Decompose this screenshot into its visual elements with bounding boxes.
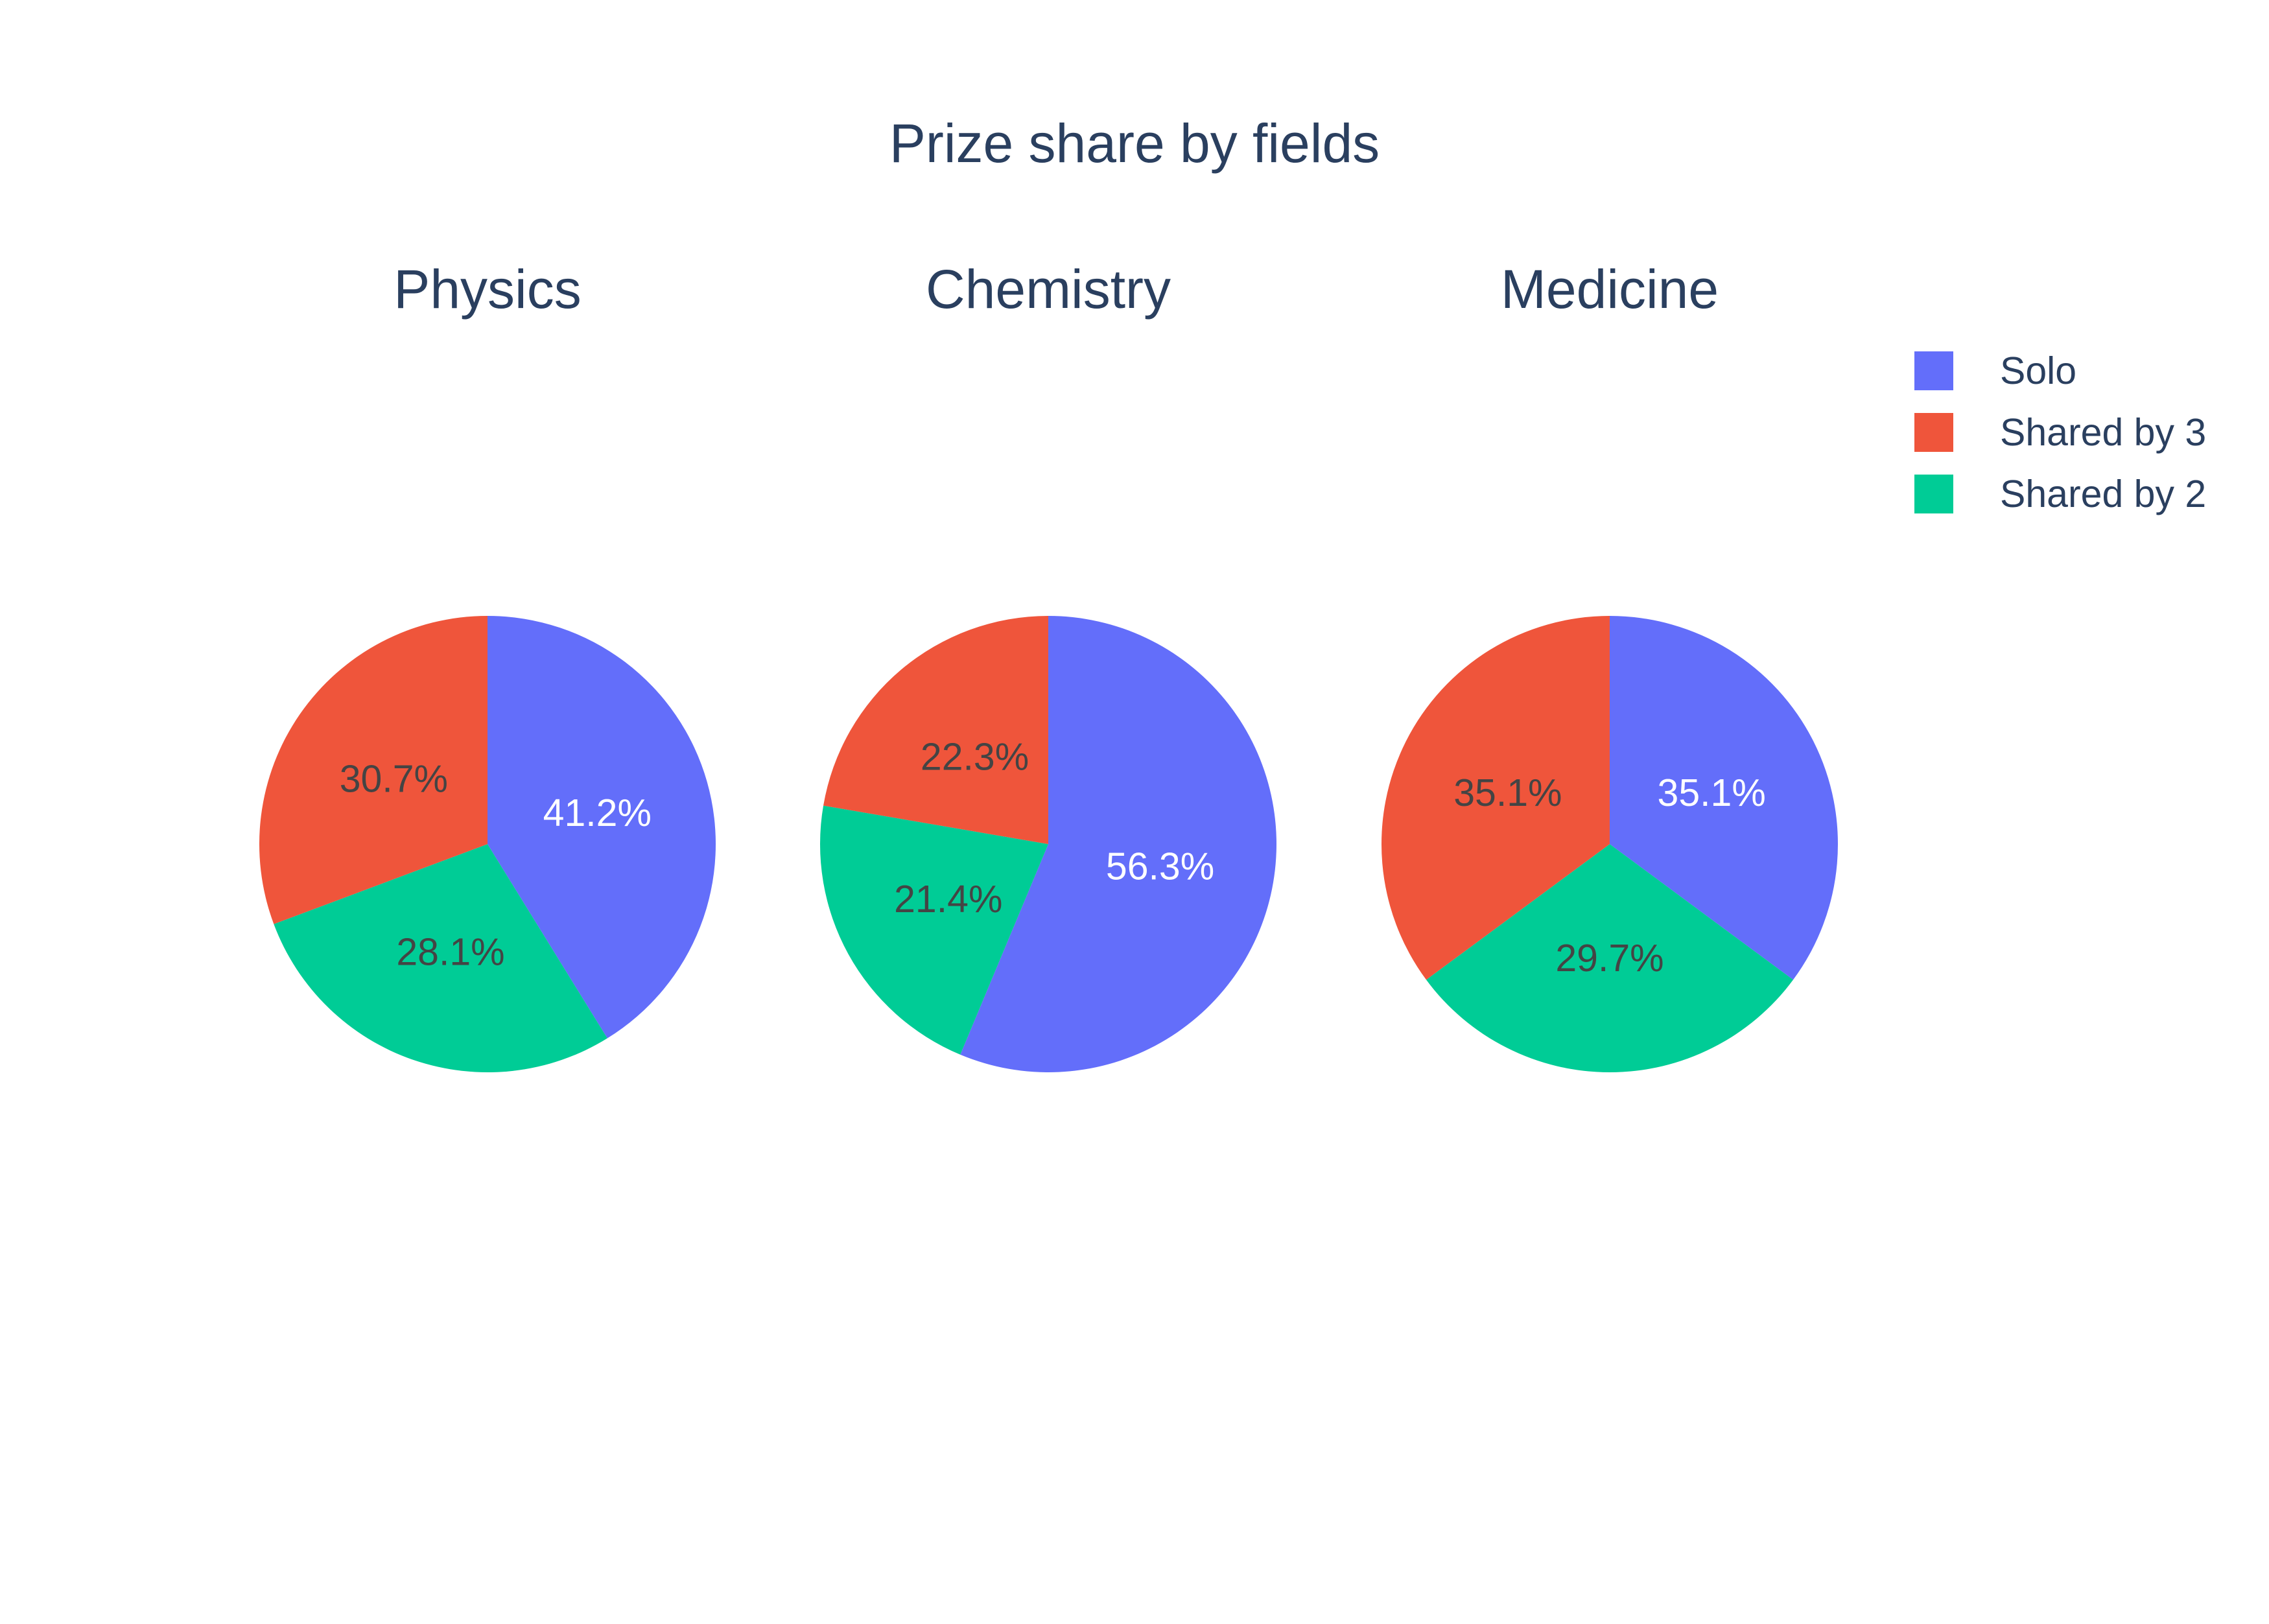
legend-swatch-shared-by-2: [1914, 475, 1953, 513]
slice-label-medicine-shared-by-3: 35.1%: [1453, 771, 1562, 814]
slice-label-physics-shared-by-3: 30.7%: [340, 758, 448, 801]
slice-label-chemistry-shared-by-3: 22.3%: [921, 735, 1029, 778]
legend-label-shared-by-2: Shared by 2: [2000, 473, 2206, 515]
legend: Solo Shared by 3 Shared by 2: [1914, 349, 2206, 515]
legend-item-shared-by-3[interactable]: Shared by 3: [1914, 411, 2206, 454]
pie-chemistry: Chemistry 56.3% 21.4% 22.3%: [819, 259, 1276, 1072]
slice-label-chemistry-solo: 56.3%: [1106, 845, 1214, 888]
pie-physics: Physics 41.2% 28.1% 30.7%: [259, 259, 716, 1073]
slice-chemistry-shared-by-2[interactable]: [819, 805, 1048, 1055]
slice-label-physics-solo: 41.2%: [543, 792, 652, 834]
slice-label-chemistry-shared-by-2: 21.4%: [894, 878, 1002, 921]
pie-medicine: Medicine 35.1% 29.7% 35.1%: [1381, 259, 1839, 1073]
legend-item-solo[interactable]: Solo: [1914, 349, 2076, 392]
chart-title: Prize share by fields: [889, 113, 1380, 174]
legend-label-shared-by-3: Shared by 3: [2000, 411, 2206, 454]
slice-physics-solo[interactable]: [488, 616, 716, 1039]
pies-layer: Physics 41.2% 28.1% 30.7% Chemistry 56.3% 21.4…: [259, 259, 1839, 1073]
legend-swatch-solo: [1914, 351, 1953, 390]
slice-chemistry-solo[interactable]: [960, 616, 1276, 1072]
pie-title-physics: Physics: [394, 259, 581, 320]
slice-medicine-solo[interactable]: [1610, 616, 1839, 980]
slice-physics-shared-by-3[interactable]: [259, 615, 488, 924]
slice-medicine-shared-by-2[interactable]: [1426, 844, 1794, 1073]
slice-label-physics-shared-by-2: 28.1%: [396, 931, 504, 974]
legend-item-shared-by-2[interactable]: Shared by 2: [1914, 473, 2206, 515]
slice-physics-shared-by-2[interactable]: [274, 844, 607, 1073]
slice-label-medicine-shared-by-2: 29.7%: [1555, 937, 1664, 980]
slice-chemistry-shared-by-3[interactable]: [823, 616, 1048, 844]
pie-title-medicine: Medicine: [1501, 259, 1719, 320]
legend-swatch-shared-by-3: [1914, 413, 1953, 452]
pie-title-chemistry: Chemistry: [926, 259, 1171, 320]
slice-medicine-shared-by-3[interactable]: [1381, 616, 1610, 980]
slice-label-medicine-solo: 35.1%: [1658, 771, 1766, 814]
legend-label-solo: Solo: [2000, 349, 2076, 392]
